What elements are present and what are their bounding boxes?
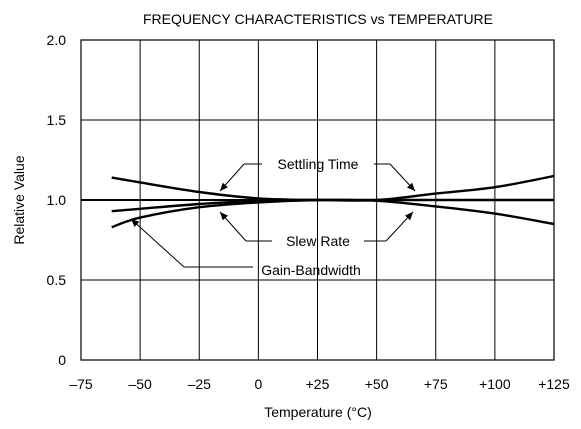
x-tick-label: 0 <box>254 376 262 392</box>
chart-title: FREQUENCY CHARACTERISTICS vs TEMPERATURE <box>143 11 493 27</box>
x-tick-label: –75 <box>69 376 93 392</box>
annotations: Settling Time Slew Rate Gain-Bandwidth <box>130 156 416 278</box>
series-line-settling-time <box>111 174 555 202</box>
annotation-settling-time: Settling Time <box>278 156 359 172</box>
x-tick-label: +125 <box>538 376 570 392</box>
arrow-slew-rate-left-head <box>220 212 228 221</box>
tick-labels: –75 –50 –25 0 +25 +50 +75 +100 +125 0 0.5 1.0 1.5 2.0 <box>47 32 570 392</box>
series-line-slew-rate <box>111 198 555 226</box>
x-axis-label: Temperature (°C) <box>264 404 372 420</box>
annotation-gain-bandwidth: Gain-Bandwidth <box>261 262 361 278</box>
x-tick-label: +25 <box>306 376 330 392</box>
annotation-slew-rate: Slew Rate <box>286 233 350 249</box>
y-tick-label: 1.0 <box>47 192 67 208</box>
x-tick-label: –50 <box>128 376 152 392</box>
series-line-gain-bandwidth <box>111 198 554 229</box>
arrow-slew-rate-right-head <box>404 212 413 221</box>
arrow-gain-bandwidth <box>130 218 185 268</box>
arrow-settling-time-right-head <box>406 182 415 191</box>
x-tick-label: –25 <box>188 376 212 392</box>
y-tick-label: 0.5 <box>47 272 67 288</box>
arrow-gain-bandwidth-head <box>131 219 140 227</box>
y-tick-label: 0 <box>58 352 66 368</box>
y-tick-label: 2.0 <box>47 32 67 48</box>
x-tick-label: +100 <box>479 376 511 392</box>
y-axis-label: Relative Value <box>11 155 27 244</box>
y-tick-label: 1.5 <box>47 112 67 128</box>
series-group <box>111 174 555 229</box>
x-tick-label: +50 <box>365 376 389 392</box>
x-tick-label: +75 <box>424 376 448 392</box>
arrow-settling-time-left-head <box>220 182 228 191</box>
